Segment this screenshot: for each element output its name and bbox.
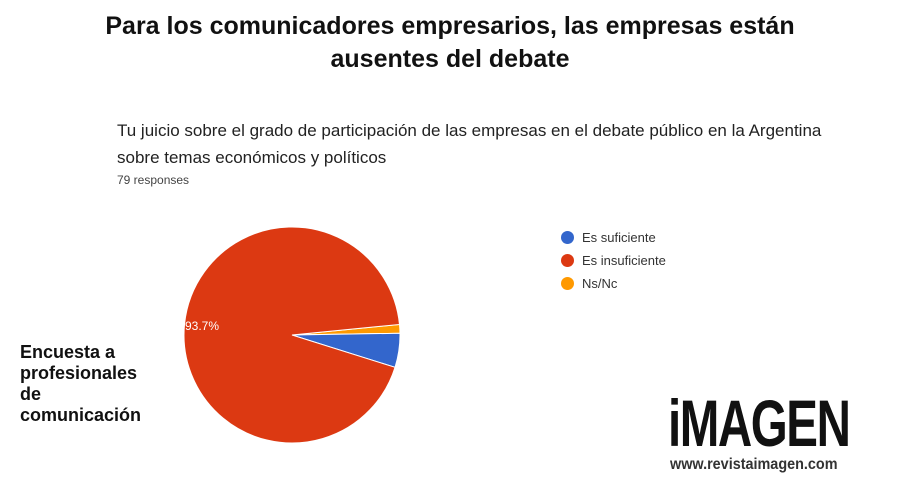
chart-title: Tu juicio sobre el grado de participació… bbox=[117, 121, 822, 167]
legend-label: Es suficiente bbox=[582, 230, 656, 245]
imagen-logo: iMAGEN bbox=[668, 386, 851, 460]
legend-swatch bbox=[561, 277, 574, 290]
legend-label: Es insuficiente bbox=[582, 253, 666, 268]
response-count: 79 responses bbox=[117, 173, 190, 187]
side-caption-line: Encuesta a bbox=[20, 342, 116, 362]
side-caption: Encuesta a profesionales de comunicación bbox=[20, 342, 141, 426]
side-caption-line: de bbox=[20, 384, 42, 404]
page-title: Para los comunicadores empresarios, las … bbox=[0, 10, 900, 76]
data-label: 93.7% bbox=[185, 319, 219, 333]
title-line-1: Para los comunicadores empresarios, las … bbox=[105, 12, 795, 40]
side-caption-line: profesionales bbox=[20, 363, 138, 383]
legend-swatch bbox=[561, 254, 574, 267]
legend-item: Es insuficiente bbox=[561, 249, 666, 272]
title-line-2: ausentes del debate bbox=[330, 45, 570, 73]
website-url: www.revistaimagen.com bbox=[670, 456, 838, 473]
legend-label: Ns/Nc bbox=[582, 276, 618, 291]
legend-item: Ns/Nc bbox=[561, 272, 666, 295]
chart-legend: Es suficiente Es insuficiente Ns/Nc bbox=[561, 226, 666, 295]
legend-swatch bbox=[561, 231, 574, 244]
pie-slice-es-insuficiente bbox=[183, 226, 401, 444]
side-caption-line: comunicación bbox=[20, 405, 142, 425]
legend-item: Es suficiente bbox=[561, 226, 666, 249]
